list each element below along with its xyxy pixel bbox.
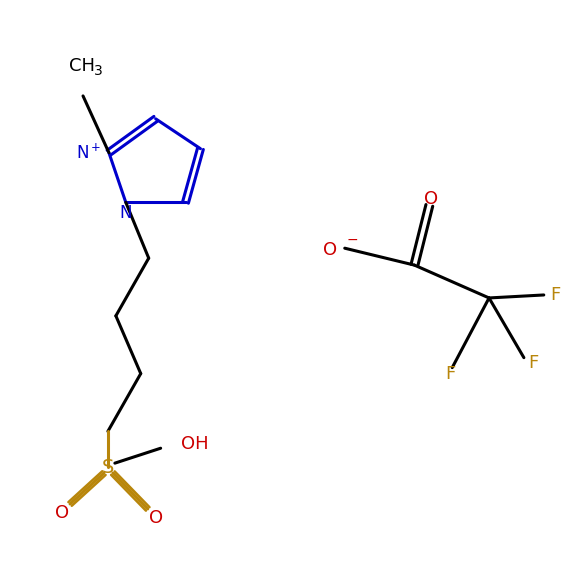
Text: O: O [425, 190, 439, 208]
Text: 3: 3 [94, 64, 103, 78]
Text: F: F [528, 354, 538, 371]
Text: CH: CH [69, 57, 95, 75]
Text: −: − [347, 233, 358, 247]
Text: N: N [119, 204, 132, 223]
Text: F: F [550, 286, 560, 304]
Text: O: O [149, 509, 163, 527]
Text: F: F [445, 365, 455, 382]
Text: O: O [323, 241, 337, 259]
Text: N$^+$: N$^+$ [76, 143, 101, 162]
Text: O: O [55, 504, 69, 522]
Text: S: S [102, 458, 114, 477]
Text: OH: OH [181, 435, 208, 453]
